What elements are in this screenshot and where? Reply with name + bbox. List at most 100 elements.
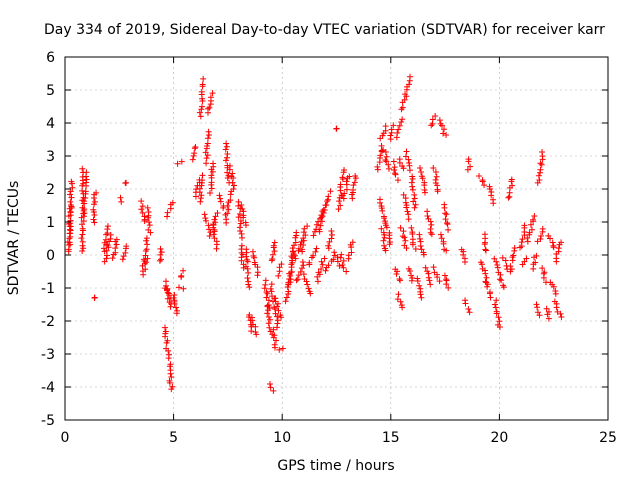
data-point	[317, 222, 324, 229]
data-point	[341, 190, 348, 197]
data-point	[538, 161, 545, 168]
data-point	[328, 231, 335, 238]
data-point	[180, 267, 187, 274]
data-point	[91, 295, 98, 302]
data-point	[417, 291, 424, 298]
data-point	[271, 239, 278, 246]
data-point	[339, 261, 346, 268]
data-point	[165, 347, 172, 354]
data-point	[441, 126, 448, 133]
data-point	[536, 312, 543, 319]
data-point	[122, 249, 129, 256]
data-point	[93, 189, 100, 196]
data-point	[420, 251, 427, 258]
data-point	[531, 212, 538, 219]
data-point	[482, 247, 489, 254]
data-point	[379, 207, 386, 214]
data-point	[145, 214, 152, 221]
data-point	[442, 210, 449, 217]
data-point	[439, 122, 446, 129]
data-point	[217, 198, 224, 205]
data-point	[496, 324, 503, 331]
data-point	[496, 276, 503, 283]
data-point	[553, 304, 560, 311]
data-point	[511, 245, 518, 252]
data-point	[162, 333, 169, 340]
data-point	[408, 272, 415, 279]
data-point	[67, 201, 74, 208]
data-point	[211, 216, 218, 223]
data-point	[231, 182, 238, 189]
data-point	[158, 249, 165, 256]
data-point	[206, 232, 213, 239]
data-point	[222, 146, 229, 153]
data-point	[119, 256, 126, 263]
data-point	[226, 166, 233, 173]
data-point	[325, 245, 332, 252]
data-point	[328, 235, 335, 242]
data-point	[164, 209, 171, 216]
data-point	[263, 294, 270, 301]
data-point	[243, 253, 250, 260]
data-point	[507, 263, 514, 270]
data-point	[220, 204, 227, 211]
data-point	[80, 198, 87, 205]
data-point	[436, 117, 443, 124]
data-point	[482, 270, 489, 277]
y-tick-label: 1	[46, 215, 55, 231]
data-point	[422, 264, 429, 271]
data-point	[405, 156, 412, 163]
data-point	[304, 281, 311, 288]
data-point	[83, 179, 90, 186]
grid-lines	[65, 57, 608, 420]
data-point	[336, 198, 343, 205]
data-point	[377, 199, 384, 206]
data-point	[340, 257, 347, 264]
data-point	[79, 165, 86, 172]
data-point	[78, 235, 85, 242]
data-point	[382, 247, 389, 254]
data-point	[495, 314, 502, 321]
data-point	[321, 255, 328, 262]
data-point	[292, 255, 299, 262]
data-point	[214, 209, 221, 216]
data-point	[482, 246, 489, 253]
data-point	[224, 202, 231, 209]
data-point	[304, 223, 311, 230]
data-point	[276, 346, 283, 353]
data-point	[432, 169, 439, 176]
data-point	[171, 300, 178, 307]
data-point	[444, 219, 451, 226]
data-point	[143, 237, 150, 244]
data-point	[428, 221, 435, 228]
data-point	[537, 236, 544, 243]
data-point	[442, 216, 449, 223]
data-point	[434, 274, 441, 281]
data-point	[349, 239, 356, 246]
data-point	[276, 264, 283, 271]
data-point	[416, 235, 423, 242]
data-point	[174, 160, 181, 167]
data-point	[207, 94, 214, 101]
data-point	[381, 215, 388, 222]
data-point	[392, 171, 399, 178]
data-point	[328, 227, 335, 234]
data-point	[343, 178, 350, 185]
data-point	[205, 128, 212, 135]
data-point	[79, 187, 86, 194]
data-point	[264, 290, 271, 297]
data-point	[460, 251, 467, 258]
data-point	[67, 218, 74, 225]
x-axis-label: GPS time / hours	[277, 458, 394, 474]
data-point	[147, 229, 154, 236]
data-point	[502, 257, 509, 264]
data-point	[558, 314, 565, 321]
data-point	[192, 144, 199, 151]
data-point	[402, 153, 409, 160]
data-point	[418, 168, 425, 175]
data-point	[210, 231, 217, 238]
data-point	[238, 201, 245, 208]
data-point	[178, 272, 185, 279]
data-point	[391, 167, 398, 174]
data-point	[230, 175, 237, 182]
